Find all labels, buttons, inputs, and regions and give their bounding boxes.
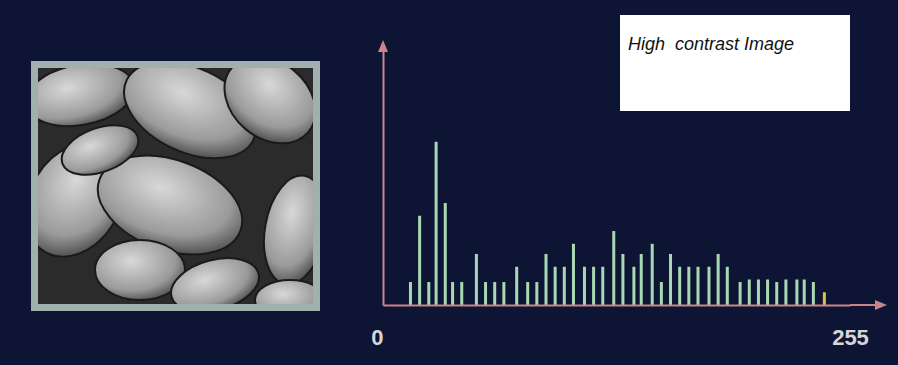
photo xyxy=(6,39,334,321)
title-box xyxy=(620,15,850,111)
grain xyxy=(207,68,313,161)
bar xyxy=(632,267,635,305)
bar xyxy=(427,282,430,305)
bar xyxy=(554,267,557,305)
bar xyxy=(621,254,624,305)
bar xyxy=(823,292,826,305)
bar xyxy=(678,267,681,305)
bar xyxy=(696,267,699,305)
bar xyxy=(766,280,769,306)
bar xyxy=(460,282,463,305)
bar xyxy=(707,267,710,305)
bar xyxy=(484,282,487,305)
bar xyxy=(418,216,421,305)
bar xyxy=(601,267,604,305)
bar xyxy=(812,282,815,305)
x-arrow xyxy=(875,300,887,310)
grain xyxy=(255,280,313,304)
x-tick-label: 0 xyxy=(371,325,383,350)
grain xyxy=(256,171,313,290)
bar xyxy=(775,282,778,305)
bar xyxy=(660,282,663,305)
y-arrow xyxy=(378,40,388,52)
grain xyxy=(38,68,139,134)
bar xyxy=(739,282,742,305)
bar xyxy=(583,267,586,305)
bar xyxy=(687,267,690,305)
y-axis xyxy=(383,51,384,306)
bar xyxy=(592,267,595,305)
bar xyxy=(726,267,729,305)
bar xyxy=(717,254,720,305)
bar xyxy=(475,254,478,305)
bars xyxy=(409,142,826,305)
x-axis-line xyxy=(384,305,851,307)
bar xyxy=(563,267,566,305)
bar xyxy=(451,282,454,305)
bar xyxy=(612,231,615,305)
x-tick-label: 255 xyxy=(832,325,869,350)
bar xyxy=(651,244,654,305)
x-axis-extension xyxy=(850,304,875,306)
x-tick: 255 xyxy=(832,305,869,350)
bar xyxy=(444,203,447,305)
bar xyxy=(435,142,438,305)
bar xyxy=(803,280,806,306)
bar xyxy=(572,244,575,305)
bar xyxy=(669,254,672,305)
bar xyxy=(493,282,496,305)
background xyxy=(0,0,898,365)
chart: 0 255 High contrast Image xyxy=(0,0,898,365)
x-tick: 0 xyxy=(371,305,383,350)
bar xyxy=(748,280,751,306)
bar xyxy=(526,282,529,305)
title: High contrast Image xyxy=(628,34,794,54)
bar xyxy=(757,280,760,306)
bar xyxy=(795,280,798,306)
bar xyxy=(544,254,547,305)
bar xyxy=(535,282,538,305)
bar xyxy=(784,280,787,306)
grain xyxy=(55,116,145,185)
bar xyxy=(409,282,412,305)
bar xyxy=(640,254,643,305)
y-axis-line xyxy=(383,51,385,306)
grain xyxy=(165,249,265,304)
bar xyxy=(502,282,505,305)
bar xyxy=(515,267,518,305)
x-axis: 0 255 xyxy=(371,305,869,350)
